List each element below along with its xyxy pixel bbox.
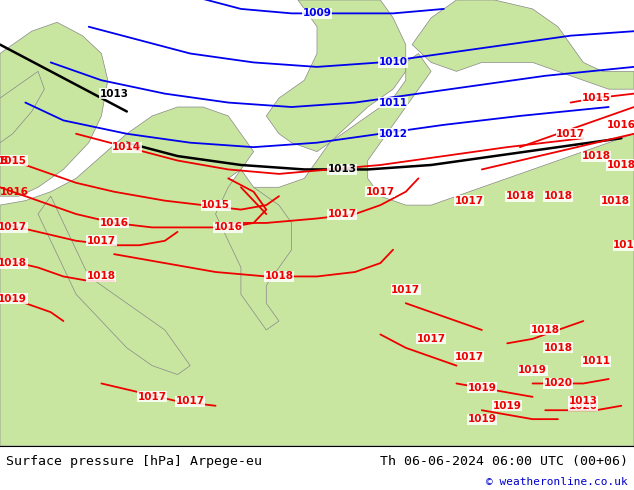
Text: 1016: 1016 xyxy=(100,218,129,228)
Polygon shape xyxy=(38,196,190,374)
Text: 1018: 1018 xyxy=(600,196,630,206)
Text: 1016: 1016 xyxy=(607,120,634,130)
Text: 1013: 1013 xyxy=(328,165,357,174)
Text: 1016: 1016 xyxy=(0,187,29,197)
Text: 1011: 1011 xyxy=(581,356,611,366)
Text: 1012: 1012 xyxy=(378,129,408,139)
Polygon shape xyxy=(216,170,292,330)
Text: 1014: 1014 xyxy=(112,142,141,152)
Text: 1013: 1013 xyxy=(100,89,129,98)
Text: 1017: 1017 xyxy=(556,129,585,139)
Polygon shape xyxy=(266,0,406,151)
Text: 1017: 1017 xyxy=(0,222,27,232)
Text: 1017: 1017 xyxy=(328,209,357,219)
Text: 1015: 1015 xyxy=(201,200,230,210)
Text: 1018: 1018 xyxy=(613,240,634,250)
Text: 1017: 1017 xyxy=(455,196,484,206)
Polygon shape xyxy=(0,53,634,446)
Text: 1019: 1019 xyxy=(0,294,27,304)
Text: 1017: 1017 xyxy=(366,187,395,197)
Text: 1018: 1018 xyxy=(531,325,560,335)
Text: 1013: 1013 xyxy=(569,396,598,406)
Text: 1009: 1009 xyxy=(302,8,332,19)
Text: 1017: 1017 xyxy=(455,352,484,362)
Text: Th 06-06-2024 06:00 UTC (00+06): Th 06-06-2024 06:00 UTC (00+06) xyxy=(380,455,628,468)
Text: 1019: 1019 xyxy=(518,365,547,375)
Text: 1017: 1017 xyxy=(87,236,116,246)
Text: 1020: 1020 xyxy=(569,401,598,411)
Text: 1020: 1020 xyxy=(543,378,573,389)
Polygon shape xyxy=(0,22,108,196)
Text: 1018: 1018 xyxy=(543,191,573,201)
Text: © weatheronline.co.uk: © weatheronline.co.uk xyxy=(486,477,628,487)
Text: 1015: 1015 xyxy=(0,155,27,166)
Text: 1018: 1018 xyxy=(543,343,573,353)
Text: 1017: 1017 xyxy=(417,334,446,344)
Text: 1018: 1018 xyxy=(0,258,27,268)
Text: 1018: 1018 xyxy=(505,191,534,201)
Text: 1019: 1019 xyxy=(467,383,496,393)
Polygon shape xyxy=(0,72,44,143)
Text: 1017: 1017 xyxy=(138,392,167,402)
Text: 1019: 1019 xyxy=(467,414,496,424)
Text: 1018: 1018 xyxy=(87,271,116,281)
Text: 1018: 1018 xyxy=(581,151,611,161)
Text: 1018: 1018 xyxy=(607,160,634,170)
Text: Surface pressure [hPa] Arpege-eu: Surface pressure [hPa] Arpege-eu xyxy=(6,455,262,468)
Text: 1015: 1015 xyxy=(581,93,611,103)
Text: 1019: 1019 xyxy=(493,401,522,411)
Polygon shape xyxy=(412,0,634,89)
Text: 1017: 1017 xyxy=(176,396,205,406)
Text: 1010: 1010 xyxy=(378,57,408,68)
Text: 1016: 1016 xyxy=(214,222,243,232)
Text: 1017: 1017 xyxy=(391,285,420,295)
Text: 5: 5 xyxy=(0,155,7,166)
Text: 1018: 1018 xyxy=(264,271,294,281)
Text: 1011: 1011 xyxy=(378,98,408,108)
